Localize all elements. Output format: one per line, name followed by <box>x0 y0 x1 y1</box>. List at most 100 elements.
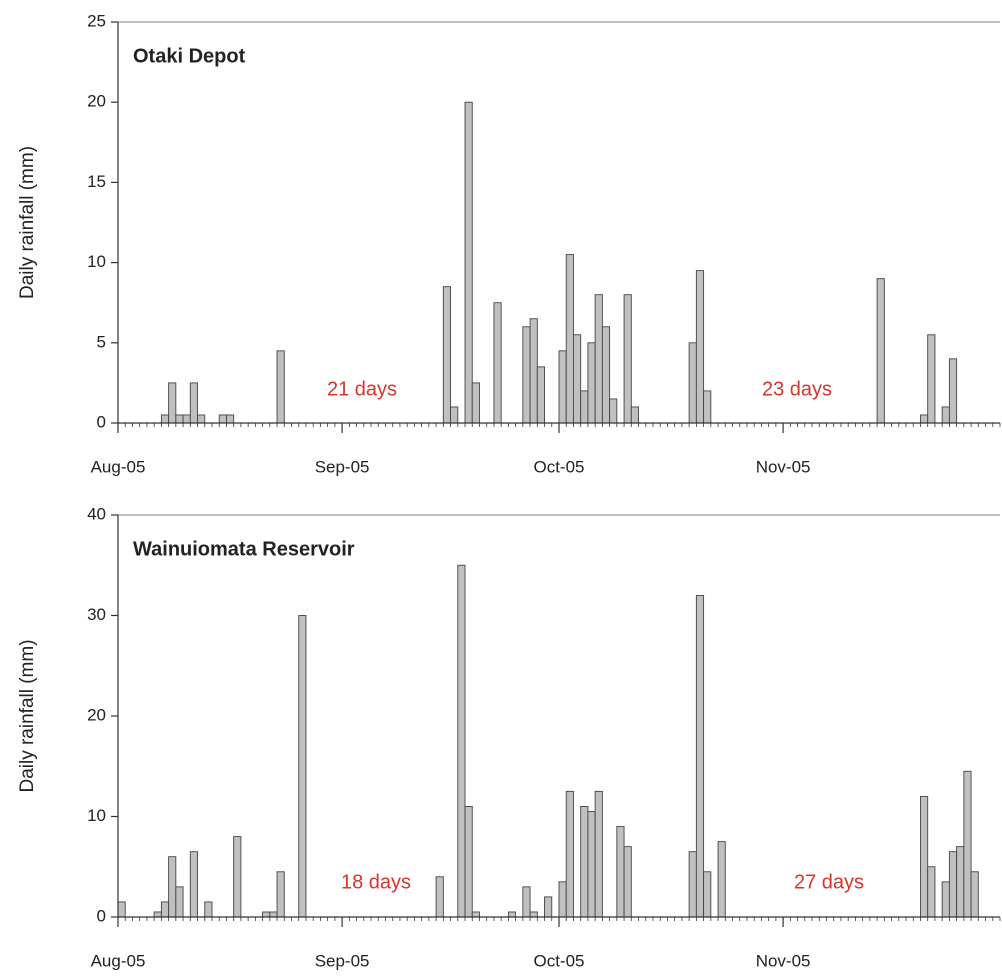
panel-title: Otaki Depot <box>133 45 246 67</box>
bar <box>175 886 184 918</box>
annotation: 18 days <box>341 871 411 893</box>
y-tick-label: 10 <box>87 806 106 825</box>
bar <box>580 806 589 918</box>
bar <box>941 406 950 424</box>
bar <box>920 414 929 424</box>
y-tick-label: 10 <box>87 252 106 271</box>
bar <box>153 911 162 918</box>
bar <box>558 881 567 918</box>
bar <box>536 366 545 424</box>
y-tick-label: 20 <box>87 92 106 111</box>
bar <box>450 406 459 424</box>
bar <box>182 414 191 424</box>
annotation: 21 days <box>327 378 397 400</box>
annotation: 27 days <box>794 871 864 893</box>
bar <box>601 326 611 424</box>
bar <box>941 881 950 918</box>
bar <box>963 770 972 918</box>
bar <box>948 358 958 424</box>
bar <box>464 806 473 918</box>
bar <box>616 826 625 918</box>
bar <box>298 615 307 918</box>
bar <box>204 901 213 918</box>
bar <box>703 871 712 918</box>
bar <box>507 911 517 918</box>
bar <box>573 334 582 424</box>
x-tick-label: Oct-05 <box>533 457 584 476</box>
bar <box>594 790 603 918</box>
y-tick-label: 5 <box>97 332 106 351</box>
bar <box>218 414 227 424</box>
bar <box>160 414 170 424</box>
y-tick-label: 15 <box>87 172 106 191</box>
y-tick-label: 20 <box>87 705 106 724</box>
bar <box>587 811 596 918</box>
bar <box>717 841 726 918</box>
bar <box>529 911 538 918</box>
bar <box>623 846 632 918</box>
bar <box>630 406 639 424</box>
bar <box>522 326 531 424</box>
bar <box>233 836 242 918</box>
y-axis-label: Daily rainfall (mm) <box>17 639 38 792</box>
bar <box>688 342 697 424</box>
bar <box>522 886 531 918</box>
bar <box>688 851 697 918</box>
bar <box>558 350 567 424</box>
bar <box>471 911 480 918</box>
bar <box>927 334 936 424</box>
bar <box>168 382 177 424</box>
bar <box>471 382 480 424</box>
bar <box>175 414 184 424</box>
bar <box>565 254 574 424</box>
bar <box>457 564 466 918</box>
x-tick-label: Sep-05 <box>315 951 370 970</box>
bar <box>695 594 705 918</box>
bar <box>594 294 603 424</box>
x-tick-label: Oct-05 <box>533 951 584 970</box>
bar <box>920 795 929 918</box>
annotation: 23 days <box>762 378 832 400</box>
bar <box>544 896 553 918</box>
bar <box>276 871 285 918</box>
bar <box>435 876 444 918</box>
bar <box>262 911 271 918</box>
y-tick-label: 40 <box>87 504 106 523</box>
y-tick-label: 0 <box>97 412 106 431</box>
bar <box>703 390 712 424</box>
panel-title: Wainuiomata Reservoir <box>133 538 355 560</box>
x-tick-label: Nov-05 <box>756 951 811 970</box>
bar <box>269 911 278 918</box>
bar <box>587 342 596 424</box>
y-tick-label: 25 <box>87 11 106 30</box>
bar <box>168 856 177 918</box>
bar <box>160 901 170 918</box>
bar <box>117 901 126 918</box>
bar <box>276 350 285 424</box>
bar <box>580 390 589 424</box>
bar <box>695 270 705 424</box>
bar <box>529 318 538 424</box>
bar <box>442 286 452 424</box>
bar <box>927 866 936 918</box>
y-tick-label: 0 <box>97 906 106 925</box>
bar <box>464 101 473 424</box>
bar <box>623 294 632 424</box>
bar <box>948 851 958 918</box>
bar <box>970 871 979 918</box>
bar <box>956 846 965 918</box>
x-tick-label: Sep-05 <box>315 457 370 476</box>
bar <box>189 851 198 918</box>
bar <box>493 302 502 424</box>
bar <box>197 414 206 424</box>
bar <box>189 382 198 424</box>
bar <box>876 278 885 424</box>
bar <box>565 790 574 918</box>
x-tick-label: Aug-05 <box>91 457 146 476</box>
bar <box>225 414 235 424</box>
y-tick-label: 30 <box>87 605 106 624</box>
x-tick-label: Aug-05 <box>91 951 146 970</box>
y-axis-label: Daily rainfall (mm) <box>17 146 38 299</box>
